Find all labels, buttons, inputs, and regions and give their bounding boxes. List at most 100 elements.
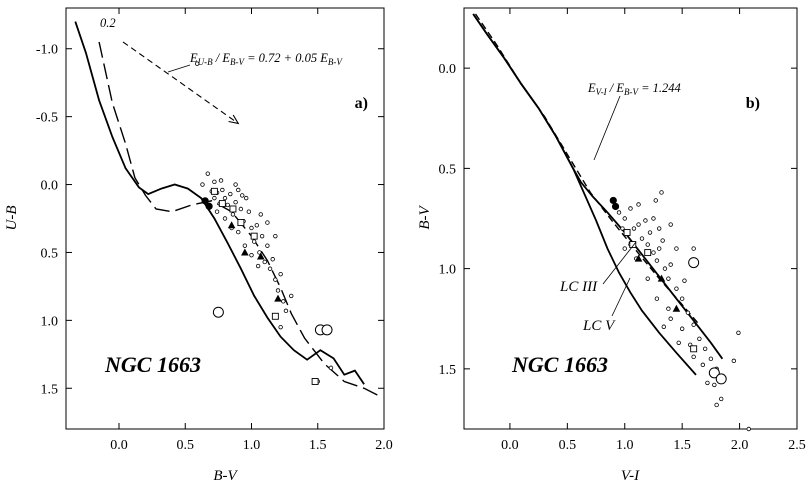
star-point [719,396,724,402]
reddening-vector [122,41,239,124]
star-point [676,340,681,345]
plot-frame [65,7,385,430]
cluster-name: NGC 1663 [104,352,201,377]
star-point [225,202,230,208]
star-point [249,252,254,258]
star-point-filled [609,196,617,205]
y-tick-label: 1.5 [439,363,457,378]
x-tick-label: 1.5 [309,438,327,453]
star-point [691,354,696,360]
star-point-square [644,249,652,257]
star-point-triangle [657,274,666,282]
star-point [636,202,641,207]
star-point [714,402,719,408]
star-point-large [212,306,224,318]
star-point [265,220,270,225]
star-point [212,179,217,185]
star-point [660,238,665,243]
star-point [636,222,641,227]
reddening-value-label: 0.2 [100,16,116,30]
star-point [666,276,671,281]
star-point [328,365,334,371]
y-tick-label: 0.0 [41,179,59,194]
lc-v-leader [611,277,631,317]
star-point [691,322,696,327]
star-point-large [708,367,720,379]
series-line-1 [74,21,365,385]
star-point [218,178,224,183]
x-tick-label: 0.5 [559,438,577,453]
star-point [679,296,685,301]
star-point [267,266,273,271]
x-tick-label: 0.0 [110,438,128,453]
star-point-square [250,232,258,240]
y-axis-title: U-B [4,206,20,231]
y-tick-label: 1.5 [41,382,59,397]
panel-a-marks [74,21,378,396]
y-tick-label: -0.5 [36,111,58,126]
star-point [654,258,660,263]
lc-iii-leader [602,241,637,285]
star-point [685,310,691,315]
star-point [214,209,220,214]
star-point [258,212,263,217]
x-axis-title: V-I [621,468,640,484]
star-point [233,182,238,187]
star-point-triangle [256,252,265,260]
x-tick-label: 0.0 [501,438,519,453]
star-point [657,246,662,251]
star-point [278,324,283,330]
y-tick-label: 0.5 [439,162,457,177]
star-point-square [311,378,319,385]
star-point [657,226,662,231]
star-point [194,61,200,66]
star-point [697,336,702,341]
star-point-triangle [274,294,282,302]
star-point-square [210,187,218,195]
star-point [238,206,244,212]
reddening-vector-arrowhead [228,114,240,125]
star-point-square [629,241,637,249]
star-point [708,356,714,362]
panel-a-ticks: 0.0 0.5 1.0 1.5 2.0 -1.0 -0.5 0.0 0.5 1.0 1.5 [36,8,393,453]
star-point [270,257,275,262]
star-point [278,271,283,277]
star-point-triangle [672,304,681,312]
star-point-large [321,324,333,336]
star-point [255,263,261,269]
star-point [283,308,289,314]
star-point [273,277,278,282]
star-point-square [218,200,226,208]
star-point [620,226,625,231]
star-point [668,222,673,227]
plot-frame [463,7,798,430]
star-point [616,210,622,215]
y-tick-label: 1.0 [41,314,59,329]
reddening-law-label: EU-B / EB-V = 0.72 + 0.05 EB-V [189,51,343,67]
star-point [666,306,671,311]
star-point [712,382,717,388]
y-axis-title: B-V [417,205,433,230]
cluster-name: NGC 1663 [511,352,608,377]
star-point [222,195,228,201]
star-point-triangle [227,221,236,229]
star-point [212,195,217,201]
star-point [628,206,633,211]
star-point [643,218,648,223]
panel-b-ticks: 0.0 0.5 1.0 1.5 2.0 2.5 0.0 0.5 1.0 1.5 [439,8,806,453]
star-point [702,346,708,352]
x-tick-label: 2.0 [375,438,393,453]
star-point-filled [611,202,620,211]
y-tick-label: 0.0 [439,62,457,77]
panel-tag: b) [746,95,760,112]
star-point [647,230,653,235]
star-point-square [690,345,698,353]
star-point [654,296,660,301]
series-line-2 [98,41,378,396]
star-point [230,212,236,217]
reddening-label-leader [593,95,621,161]
star-point [205,171,210,176]
star-point [251,239,257,244]
series-line-2 [472,13,724,360]
star-point [236,229,241,235]
